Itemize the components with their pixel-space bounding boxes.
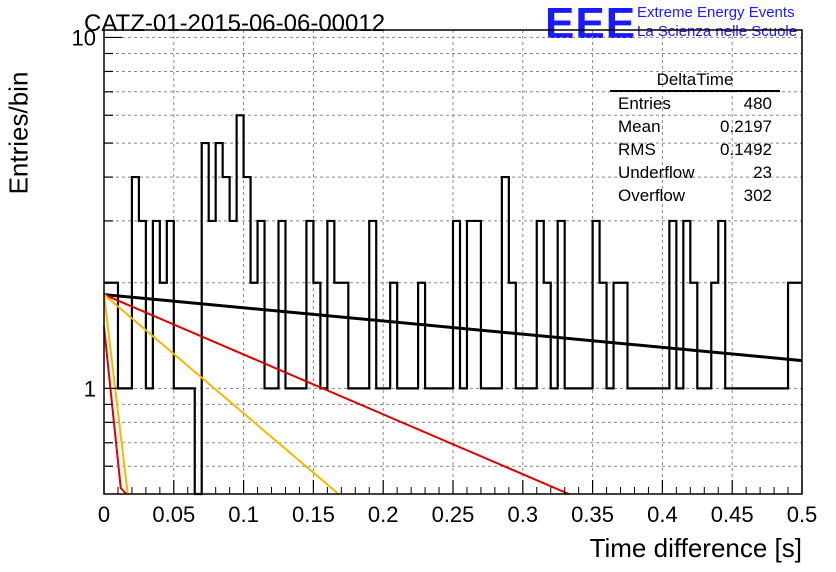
stats-row: RMS 0.1492 xyxy=(610,138,780,161)
fit-curve xyxy=(103,294,129,495)
logo-line-2: La Scienza nelle Scuole xyxy=(637,23,798,40)
x-tick-label: 0.3 xyxy=(508,502,539,527)
stats-value: 480 xyxy=(743,94,772,113)
x-tick-label: 0.15 xyxy=(292,502,335,527)
stats-row: Mean 0.2197 xyxy=(610,115,780,138)
fit-curve xyxy=(103,326,128,495)
stats-label: Entries xyxy=(618,94,671,113)
stats-row: Overflow 302 xyxy=(610,184,780,207)
chart-title: CATZ-01-2015-06-06-00012 xyxy=(84,10,386,37)
histogram-step-line xyxy=(104,114,802,496)
stats-row: Underflow 23 xyxy=(610,161,780,184)
x-axis-label: Time difference [s] xyxy=(589,533,802,563)
x-tick-label: 0.5 xyxy=(787,502,818,527)
fit-curve xyxy=(103,293,803,363)
stats-row: Entries 480 xyxy=(610,92,780,115)
x-tick-label: 0.2 xyxy=(368,502,399,527)
x-tick-label: 0.1 xyxy=(228,502,259,527)
grid-lines xyxy=(104,30,802,494)
x-tick-label: 0.45 xyxy=(711,502,754,527)
logo-mark: EEE xyxy=(545,0,637,48)
x-tick-label: 0.35 xyxy=(571,502,614,527)
fit-curve xyxy=(103,293,340,495)
y-tick-label: 10 xyxy=(72,25,96,50)
x-tick-label: 0.25 xyxy=(432,502,475,527)
fit-curve xyxy=(103,293,570,495)
stats-label: RMS xyxy=(618,140,656,159)
x-tick-label: 0.4 xyxy=(647,502,678,527)
y-axis-label: Entries/bin xyxy=(3,71,34,195)
stats-label: Overflow xyxy=(618,186,686,205)
stats-title: DeltaTime xyxy=(610,70,780,92)
y-tick-label: 1 xyxy=(84,376,96,401)
logo-line-1: Extreme Energy Events xyxy=(637,4,795,21)
axes: 0 0.05 0.1 0.15 0.2 0.25 0.3 0.35 0.4 0.45 0.5 1 10 xyxy=(72,25,818,527)
stats-label: Mean xyxy=(618,117,661,136)
fit-curves xyxy=(103,293,803,495)
stats-value: 302 xyxy=(743,186,772,205)
stats-label: Underflow xyxy=(618,163,695,182)
histogram-series xyxy=(104,114,802,496)
stats-value: 0.1492 xyxy=(720,140,772,159)
stats-value: 0.2197 xyxy=(720,117,772,136)
x-tick-label: 0.05 xyxy=(152,502,195,527)
x-tick-label: 0 xyxy=(98,502,110,527)
stats-box: DeltaTime Entries 480 Mean 0.2197 RMS 0.1492 U… xyxy=(610,70,780,207)
stats-value: 23 xyxy=(753,163,772,182)
